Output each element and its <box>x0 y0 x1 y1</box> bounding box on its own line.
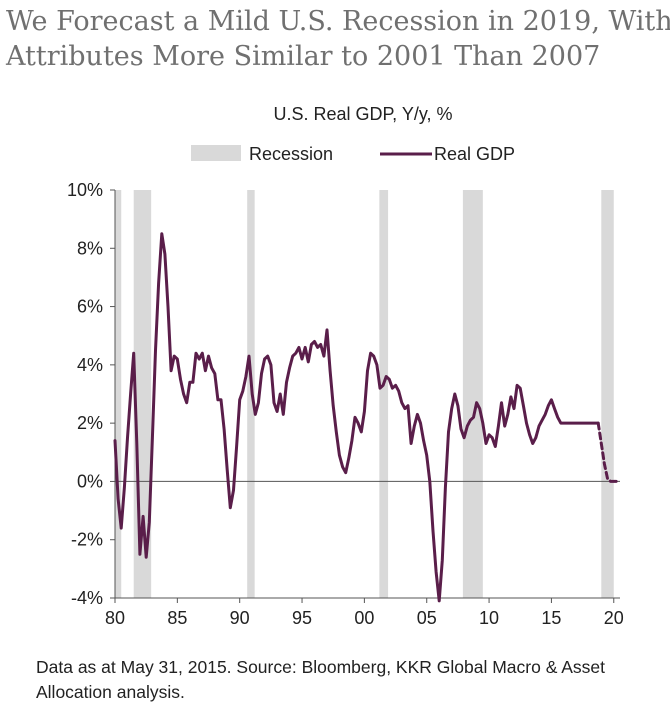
recession-band <box>379 190 389 598</box>
x-tick-label: 90 <box>230 608 250 628</box>
x-tick-label: 15 <box>541 608 561 628</box>
y-tick-label: 6% <box>77 297 103 317</box>
x-tick-label: 05 <box>417 608 437 628</box>
source-footnote: Data as at May 31, 2015. Source: Bloombe… <box>36 655 666 705</box>
y-tick-label: 4% <box>77 355 103 375</box>
gdp-lines <box>113 232 622 603</box>
axes: -4% -2% 0% 2% 4% 6% 8% 10% 80 85 90 95 00 05 10 15 20 <box>67 180 624 628</box>
legend-recession-label: Recession <box>249 144 333 164</box>
y-tick-label: -4% <box>71 588 103 608</box>
y-tick-label: 8% <box>77 238 103 258</box>
x-tick-label: 00 <box>354 608 374 628</box>
gdp-forecast-line <box>596 421 622 483</box>
headline-line-1: We Forecast a Mild U.S. Recession in 201… <box>6 6 670 37</box>
recession-band <box>115 190 122 598</box>
x-tick-label: 95 <box>292 608 312 628</box>
recession-band <box>462 190 483 598</box>
headline-line-2: Attributes More Similar to 2001 Than 200… <box>6 41 601 72</box>
chart-subtitle: U.S. Real GDP, Y/y, % <box>273 104 452 124</box>
gdp-series-line <box>113 232 600 603</box>
y-tick-label: 10% <box>67 180 103 200</box>
recession-band <box>601 190 614 598</box>
y-tick-label: 0% <box>77 471 103 491</box>
legend: Recession Real GDP <box>191 144 515 164</box>
legend-recession-swatch <box>191 145 241 161</box>
x-tick-label: 80 <box>105 608 125 628</box>
x-tick-label: 10 <box>479 608 499 628</box>
footnote-line-1: Data as at May 31, 2015. Source: Bloombe… <box>36 657 606 677</box>
y-tick-label: 2% <box>77 413 103 433</box>
footnote-line-2: Allocation analysis. <box>36 682 185 702</box>
gdp-chart: U.S. Real GDP, Y/y, % Recession Real GDP… <box>67 104 624 628</box>
x-tick-label: 20 <box>604 608 624 628</box>
chart-title-block: We Forecast a Mild U.S. Recession in 201… <box>6 4 670 74</box>
y-tick-label: -2% <box>71 530 103 550</box>
x-tick-label: 85 <box>167 608 187 628</box>
legend-gdp-label: Real GDP <box>434 144 515 164</box>
